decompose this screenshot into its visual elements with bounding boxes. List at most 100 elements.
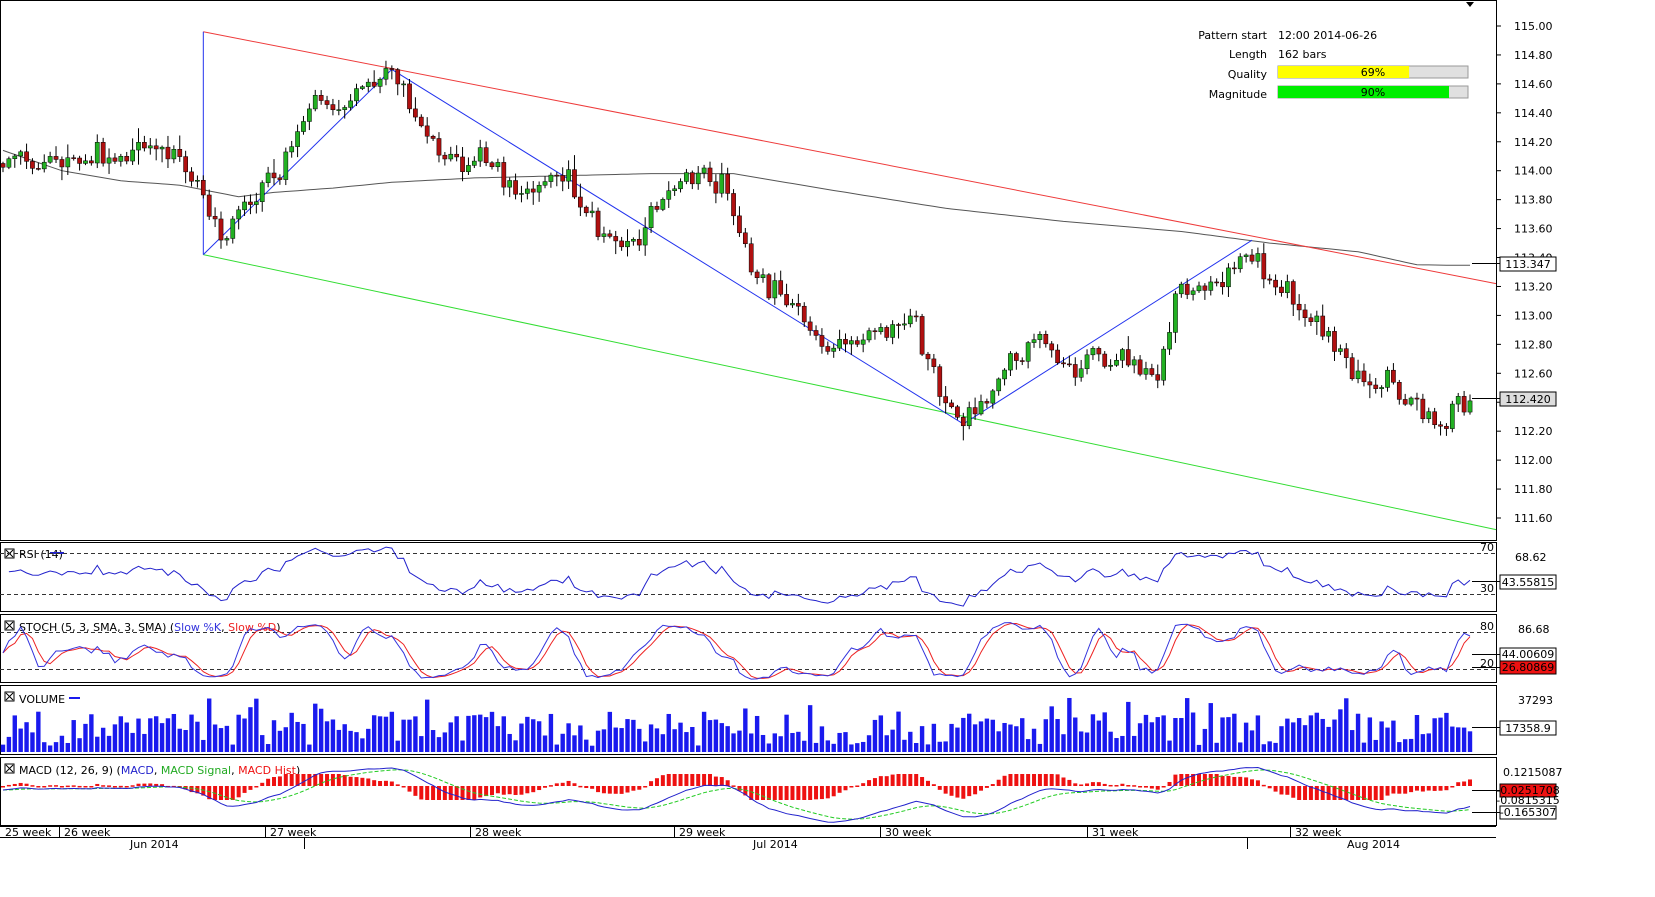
candle [1273, 274, 1278, 296]
candle [601, 226, 607, 243]
candle [1143, 361, 1149, 380]
candle [483, 141, 489, 167]
candle [507, 177, 513, 198]
volume-bar [1385, 727, 1390, 752]
volume-bar [136, 718, 141, 752]
volume-bar [1391, 720, 1396, 752]
macd-hist-bar [660, 775, 665, 786]
stoch-max-label: 86.68 [1518, 623, 1550, 636]
volume-bar [142, 733, 147, 752]
volume-bar [1255, 715, 1261, 752]
volume-bar [1349, 730, 1355, 752]
macd-hist-bar [979, 786, 983, 791]
volume-bar [153, 716, 159, 752]
macd-hist-bar [861, 783, 866, 786]
volume-bar [18, 728, 23, 752]
macd-hist-bar [1450, 786, 1455, 788]
macd-panel [0, 757, 1497, 826]
candle [595, 207, 601, 241]
volume-bar [401, 719, 406, 752]
candle [1361, 363, 1367, 387]
candle [1049, 341, 1055, 358]
candle [1455, 392, 1461, 413]
volume-bar [1273, 742, 1278, 752]
candle [1084, 349, 1090, 375]
macd-hist-bar [872, 778, 877, 786]
macd-hist-bar [1167, 781, 1172, 786]
volume-bar [271, 720, 277, 752]
volume-bar [1296, 718, 1302, 752]
price-tick-label: 112.00 [1514, 454, 1553, 467]
macd-hist-bar [837, 786, 842, 793]
candle [89, 155, 94, 166]
volume-bar [1008, 724, 1013, 752]
volume-bar [595, 730, 601, 752]
candle [524, 181, 530, 200]
candle [312, 89, 318, 112]
macd-hist-bar [1085, 783, 1090, 786]
macd-hist-bar [254, 786, 259, 788]
macd-hist-bar [389, 781, 394, 786]
candle [0, 161, 6, 173]
candle [1302, 303, 1308, 327]
volume-bar [1185, 698, 1190, 752]
macd-hist-bar [148, 783, 153, 786]
candle [966, 401, 972, 430]
macd-hist-bar [112, 786, 117, 788]
volume-bar [1261, 744, 1266, 752]
volume-bar [1238, 742, 1243, 752]
candle [583, 205, 589, 217]
macd-hist-bar [761, 786, 766, 800]
candle [195, 175, 200, 188]
macd-hist-bar [342, 775, 347, 786]
macd-hist-bar [755, 786, 760, 800]
candle [336, 99, 342, 116]
candle [636, 229, 642, 251]
candle [389, 65, 395, 80]
candle [142, 135, 147, 152]
candle [931, 353, 937, 374]
candle [1402, 393, 1408, 406]
candle [1214, 278, 1220, 287]
candle [678, 178, 683, 193]
macd-hist-bar [372, 780, 377, 786]
volume-bar [448, 722, 453, 752]
candle [430, 134, 436, 142]
volume-bar [53, 742, 59, 752]
candle [1002, 368, 1007, 386]
macd-hist-bar [1173, 774, 1178, 786]
volume-bar [159, 723, 165, 752]
volume-bar [884, 735, 889, 752]
candle [277, 174, 283, 185]
candle [1161, 346, 1166, 386]
macd-hist-bar [1397, 786, 1402, 794]
macd-hist-bar [484, 786, 489, 797]
volume-bar [1220, 717, 1225, 752]
macd-hist-bar [1067, 779, 1072, 786]
volume-bar [1102, 712, 1107, 752]
volume-bar [955, 727, 960, 752]
volume-bar [1179, 718, 1184, 752]
candle [1267, 274, 1273, 285]
macd-hist-bar [242, 786, 247, 793]
candle [324, 95, 330, 110]
candle [318, 90, 324, 105]
rsi-max-label: 68.62 [1515, 551, 1547, 564]
volume-bar [466, 715, 471, 752]
macd-hist-bar [383, 780, 388, 786]
macd-hist-bar [890, 774, 895, 786]
macd-hist-bar [507, 786, 512, 795]
volume-bar [766, 743, 772, 752]
volume-bar [183, 730, 188, 752]
candle [578, 183, 583, 217]
candle [283, 147, 289, 186]
volume-bar [1108, 731, 1113, 752]
macd-hist-bar [925, 780, 930, 786]
time-axis: 25 week 26 week 27 week 28 week 29 week … [5, 826, 1400, 851]
pattern-start-label: Pattern start [1198, 29, 1267, 42]
macd-hist-bar [696, 774, 701, 786]
candle [1438, 421, 1443, 436]
macd-signal-line [2, 769, 1471, 820]
macd-hist-bar [466, 786, 471, 800]
volume-bar [990, 719, 995, 752]
